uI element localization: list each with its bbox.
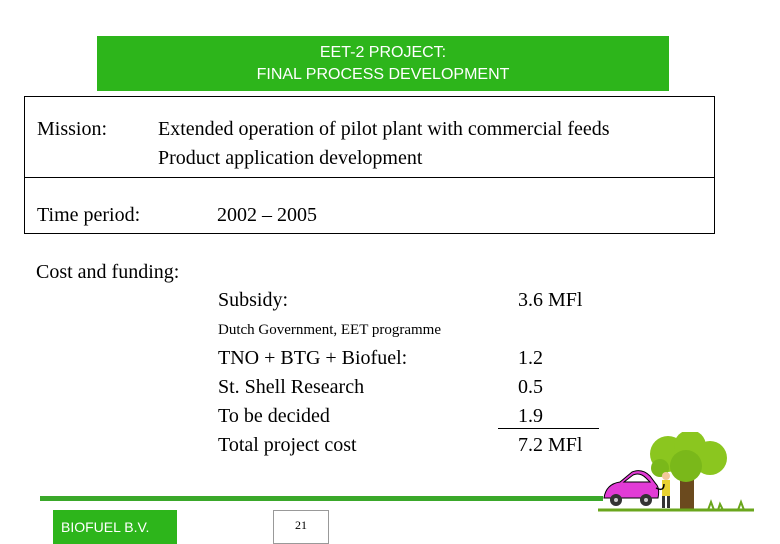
- subsidy-value: 3.6 MFl: [518, 289, 583, 311]
- total-label: Total project cost: [218, 434, 357, 456]
- subsidy-note: Dutch Government, EET programme: [218, 322, 441, 338]
- sum-underline: [498, 428, 599, 429]
- page-number: 21: [273, 510, 329, 544]
- total-value: 7.2 MFl: [518, 434, 583, 456]
- funding-row-value: 0.5: [518, 376, 543, 398]
- box-divider: [25, 177, 714, 178]
- funding-row-value: 1.9: [518, 405, 543, 427]
- mission-line-1: Extended operation of pilot plant with c…: [158, 118, 610, 140]
- mission-box: Mission: Extended operation of pilot pla…: [24, 96, 715, 234]
- time-period-label: Time period:: [37, 204, 141, 226]
- funding-row-label: TNO + BTG + Biofuel:: [218, 347, 408, 369]
- funding-row-label: St. Shell Research: [218, 376, 365, 398]
- title-line-2: FINAL PROCESS DEVELOPMENT: [256, 65, 510, 83]
- subsidy-label: Subsidy:: [218, 289, 289, 311]
- car-refuelling-at-tree-icon: [598, 432, 754, 515]
- mission-label: Mission:: [37, 118, 108, 140]
- funding-row-value: 1.2: [518, 347, 543, 369]
- company-name: BIOFUEL B.V.: [53, 510, 177, 544]
- funding-row-label: To be decided: [218, 405, 330, 427]
- mission-line-2: Product application development: [158, 147, 423, 169]
- footer-green-bar: [40, 496, 603, 501]
- time-period-value: 2002 – 2005: [217, 204, 317, 226]
- cost-label: Cost and funding:: [36, 261, 180, 283]
- title-line-1: EET-2 PROJECT:: [319, 43, 447, 61]
- title-banner: EET-2 PROJECT: FINAL PROCESS DEVELOPMENT: [97, 36, 669, 91]
